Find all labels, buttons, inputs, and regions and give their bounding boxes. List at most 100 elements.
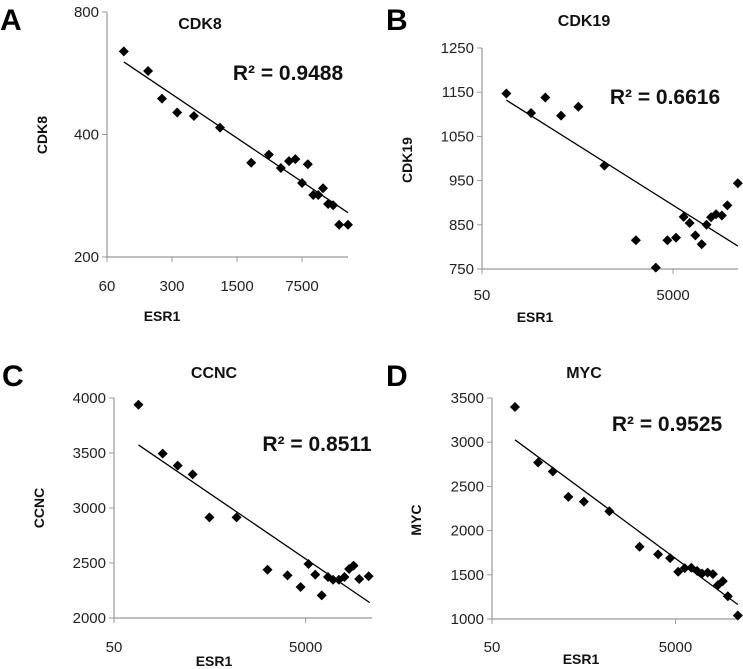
data-point: [231, 512, 242, 523]
data-point: [275, 162, 286, 173]
y-tick-label: 2500: [451, 478, 484, 495]
data-point: [143, 65, 154, 76]
chart-title: CCNC: [191, 365, 238, 382]
data-point: [316, 590, 327, 601]
y-tick-label: 3000: [73, 500, 106, 517]
data-point: [157, 448, 168, 459]
y-tick-label: 750: [449, 261, 474, 278]
data-point: [302, 159, 313, 170]
trendline: [123, 61, 349, 214]
x-tick-label: 5000: [656, 287, 689, 304]
data-point: [317, 183, 328, 194]
trendline: [506, 99, 739, 247]
data-point: [348, 560, 359, 571]
y-tick-label: 3000: [451, 434, 484, 451]
y-tick-label: 850: [449, 217, 474, 234]
panel-a-cdk8: A CDK8 R² = 0.9488 CDK8 ESR1 200 400 800 60…: [0, 4, 353, 324]
x-tick-label: 1500: [220, 278, 253, 295]
data-point: [328, 574, 339, 585]
data-point: [678, 211, 689, 222]
data-point: [547, 466, 558, 477]
x-axis-label: ESR1: [517, 309, 554, 325]
panel-b-cdk19: B CDK19 R² = 0.6616 CDK19 ESR1 750 850 950…: [386, 4, 743, 325]
x-tick-label: 60: [99, 278, 116, 295]
data-point: [665, 553, 676, 564]
data-point: [722, 200, 733, 211]
data-point: [696, 239, 707, 250]
y-axis-label: CDK19: [399, 137, 415, 183]
data-point: [501, 88, 512, 99]
data-point: [634, 541, 645, 552]
data-point: [578, 496, 589, 507]
x-tick-label: 7500: [285, 278, 318, 295]
chart-title: CDK8: [178, 16, 222, 33]
data-point: [133, 399, 144, 410]
data-point: [533, 457, 544, 468]
y-tick-label: 950: [449, 173, 474, 190]
data-point: [509, 402, 520, 413]
y-tick-label: 400: [74, 127, 99, 144]
y-tick-label: 3500: [451, 390, 484, 407]
data-point: [297, 178, 308, 189]
trendline: [514, 439, 739, 606]
data-point: [363, 571, 374, 582]
data-point: [599, 160, 610, 171]
x-axis-label: ESR1: [144, 308, 181, 324]
data-point: [343, 219, 353, 230]
x-tick-label: 5000: [289, 639, 322, 656]
x-axis-label: ESR1: [563, 651, 600, 667]
y-tick-label: 800: [74, 4, 99, 21]
data-point: [282, 570, 293, 581]
data-point: [653, 549, 664, 560]
data-point: [204, 512, 215, 523]
y-tick-label: 1000: [451, 611, 484, 628]
data-point: [156, 93, 167, 104]
data-point: [563, 491, 574, 502]
data-point: [732, 610, 743, 621]
data-point: [604, 506, 615, 517]
x-axis-label: ESR1: [196, 653, 233, 669]
x-tick-label: 50: [484, 639, 501, 656]
x-tick-label: 300: [159, 278, 184, 295]
y-tick-label: 3500: [73, 445, 106, 462]
x-tick-label: 50: [106, 639, 123, 656]
data-point: [334, 219, 345, 230]
panel-c-ccnc: C CCNC R² = 0.8511 CCNC ESR1 2000 2500 300…: [2, 360, 374, 669]
data-point: [671, 232, 682, 243]
y-tick-label: 200: [74, 249, 99, 266]
data-point: [684, 218, 695, 229]
data-point: [328, 200, 339, 211]
panel-letter: C: [2, 360, 24, 393]
panel-letter: A: [0, 4, 22, 37]
panel-letter: B: [386, 4, 408, 37]
data-point: [172, 107, 183, 118]
data-point: [732, 178, 743, 189]
data-point: [540, 92, 551, 103]
chart-title: CDK19: [558, 13, 611, 30]
data-point: [650, 262, 661, 273]
y-tick-label: 2000: [451, 523, 484, 540]
data-point: [118, 46, 129, 57]
r-squared-annotation: R² = 0.9488: [233, 62, 344, 85]
y-tick-label: 1050: [441, 128, 474, 145]
data-point: [187, 469, 198, 480]
data-point: [262, 564, 273, 575]
data-point: [290, 154, 301, 165]
data-point: [214, 122, 225, 133]
y-tick-label: 1500: [451, 567, 484, 584]
y-axis-label: CCNC: [31, 488, 47, 528]
data-point: [573, 101, 584, 112]
data-point: [717, 576, 728, 587]
data-point: [701, 219, 712, 230]
data-point: [716, 210, 727, 221]
chart-title: MYC: [566, 365, 602, 382]
y-tick-label: 2500: [73, 555, 106, 572]
data-point: [246, 157, 257, 168]
data-point: [339, 571, 350, 582]
data-point: [690, 230, 701, 241]
y-axis-label: CDK8: [34, 116, 50, 154]
y-tick-label: 2000: [73, 610, 106, 627]
data-point: [679, 563, 690, 574]
x-tick-label: 50: [474, 287, 491, 304]
